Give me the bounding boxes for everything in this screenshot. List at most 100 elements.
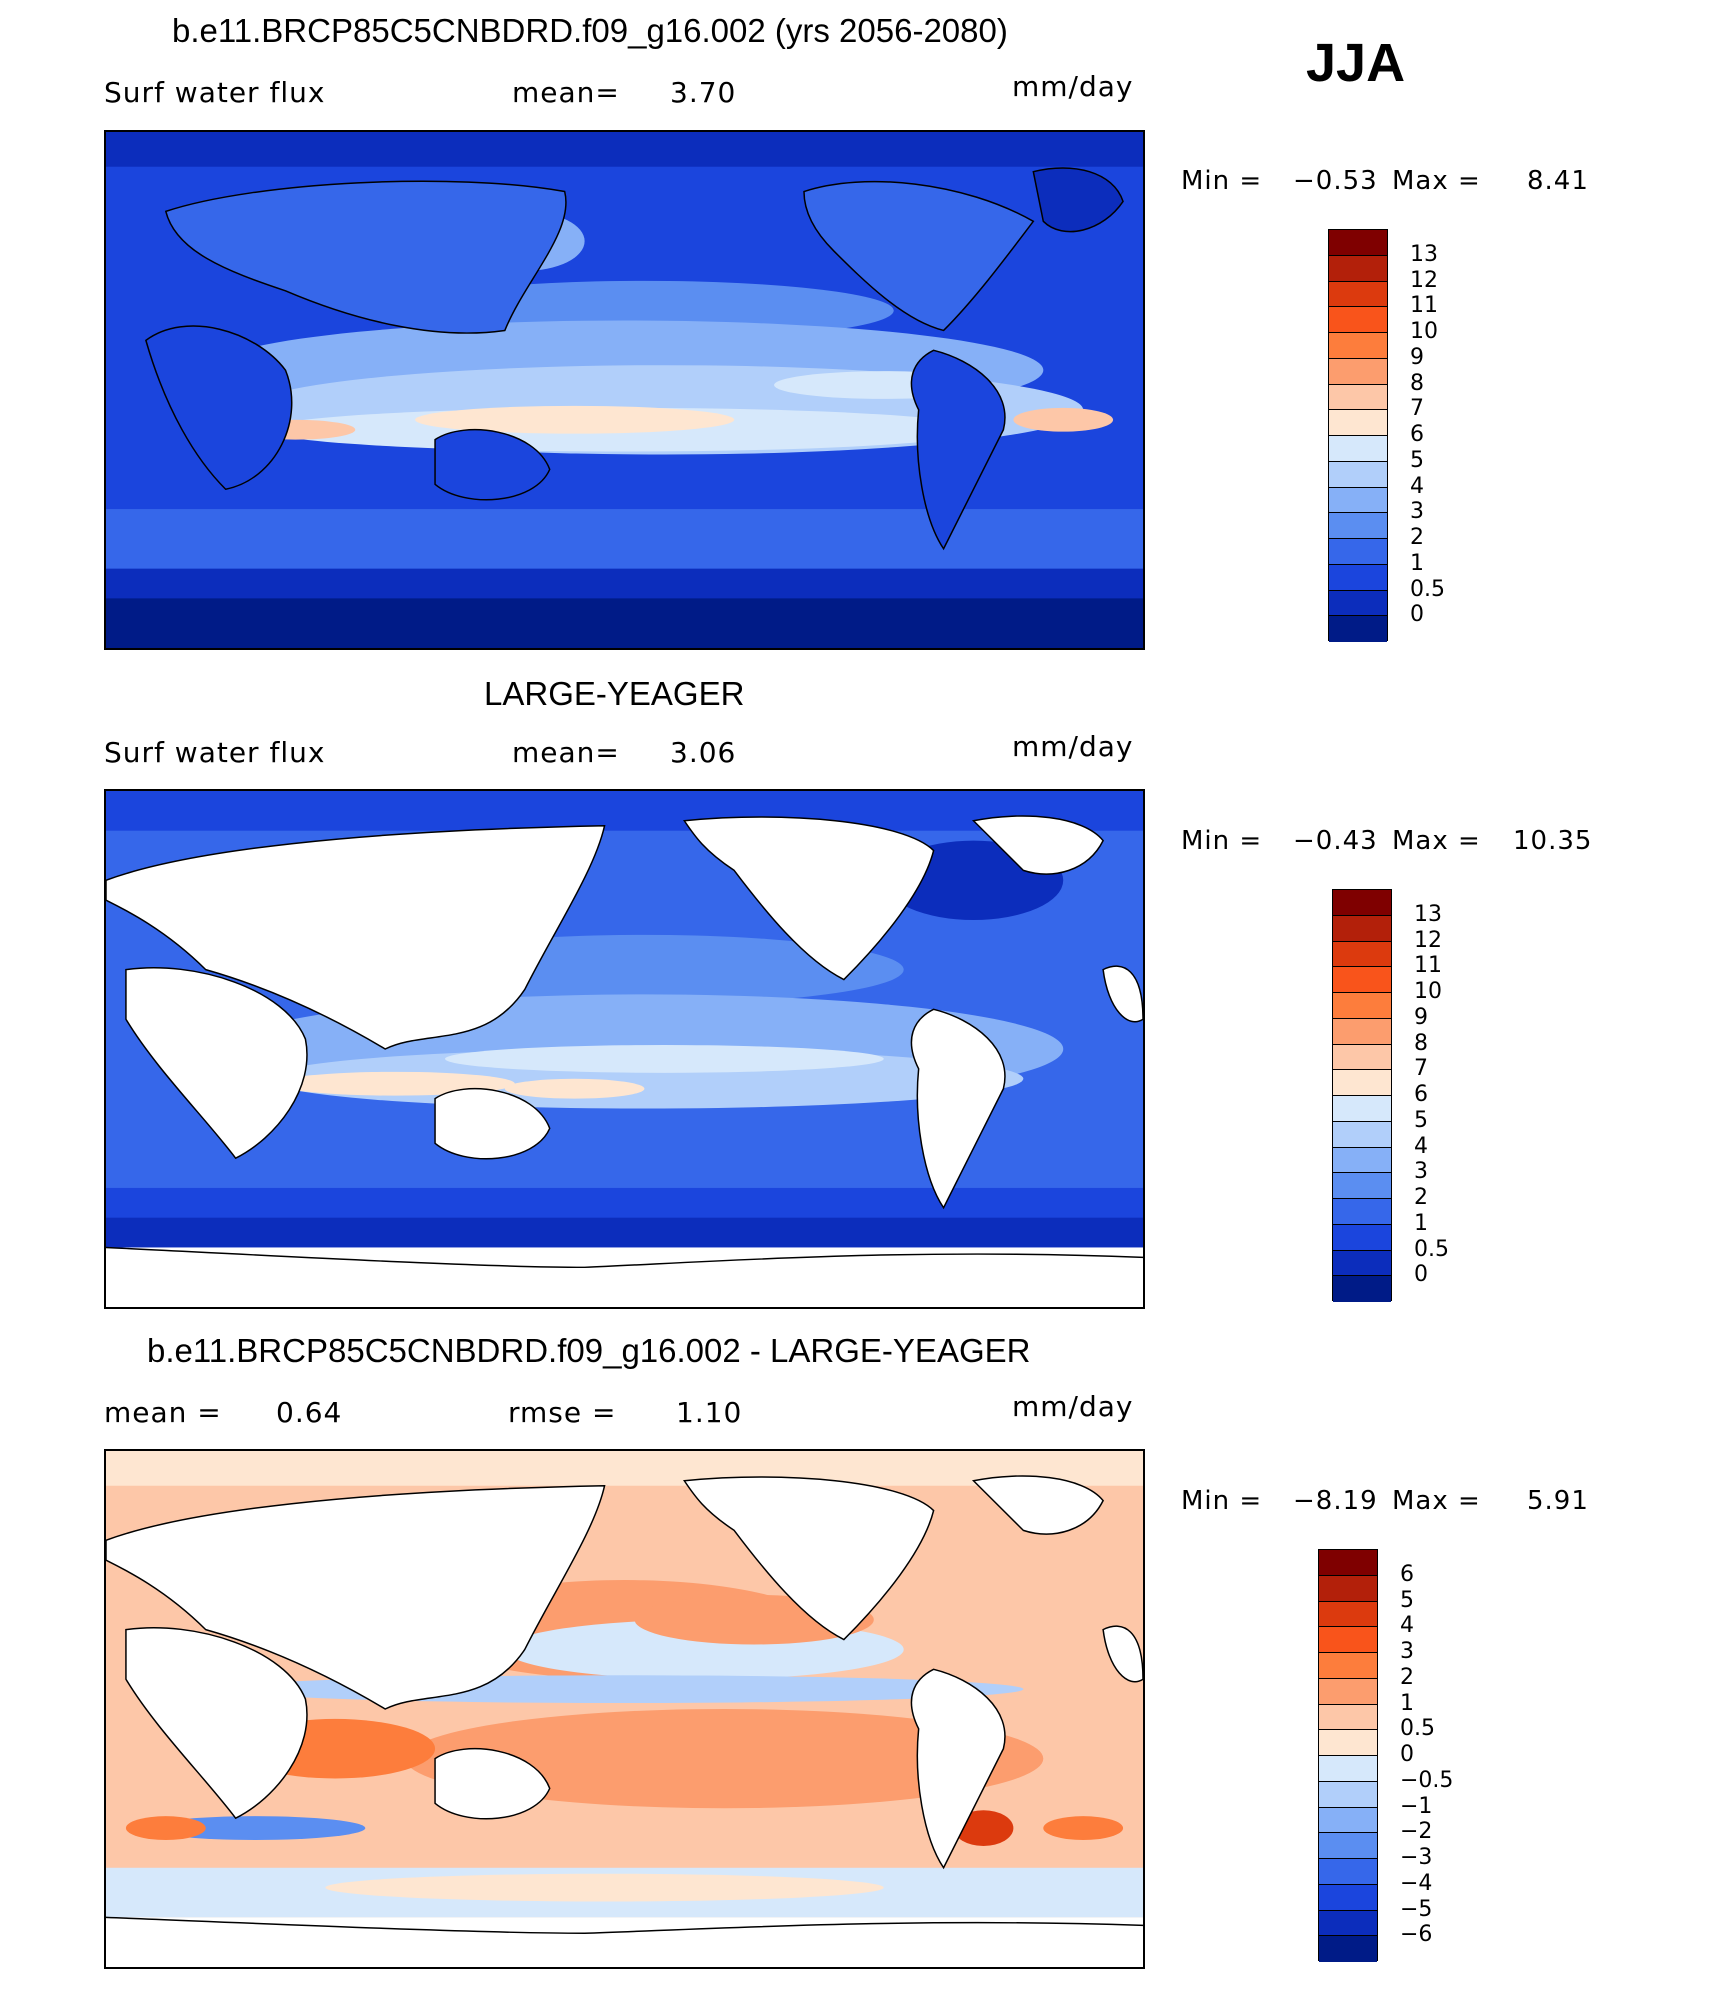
panel-2-title: LARGE-YEAGER: [484, 675, 745, 712]
panel-2-colorbar: 13 12 11 10 9 8 7 6 5 4 3 2 1 0.5 0: [1332, 889, 1449, 1302]
panel-1-min-value: −0.53: [1293, 166, 1378, 196]
colorbar-swatch: [1333, 1070, 1391, 1096]
colorbar-tick-label: −3: [1400, 1845, 1433, 1870]
colorbar-swatch: [1333, 967, 1391, 993]
panel-2-map-canvas: [106, 791, 1143, 1307]
colorbar-tick-label: 5: [1400, 1587, 1414, 1613]
colorbar-tick-label: 5: [1414, 1107, 1428, 1133]
panel-2-max-value: 10.35: [1513, 826, 1593, 856]
colorbar-swatch: [1319, 1807, 1377, 1834]
colorbar-tick-label: −2: [1400, 1819, 1433, 1845]
colorbar-tick-label: −4: [1400, 1870, 1433, 1896]
colorbar-swatch: [1319, 1884, 1377, 1911]
colorbar-tick-label: −0.5: [1400, 1767, 1454, 1793]
colorbar-tick-label: 9: [1414, 1004, 1428, 1030]
colorbar-tick-label: 0.5: [1414, 1236, 1449, 1262]
colorbar-tick-label: 13: [1410, 241, 1438, 267]
panel-2-mean-value: 3.06: [670, 736, 737, 769]
colorbar-swatch: [1329, 230, 1387, 256]
colorbar-tick-label: 7: [1414, 1056, 1428, 1082]
colorbar-tick-label: 10: [1410, 319, 1438, 344]
panel-2-min-label: Min =: [1181, 826, 1263, 856]
colorbar-tick-label: 12: [1410, 267, 1438, 293]
colorbar-swatch: [1333, 1276, 1391, 1302]
colorbar-swatch: [1329, 539, 1387, 565]
panel-1-min-label: Min =: [1181, 166, 1263, 196]
colorbar-tick-label: 8: [1410, 370, 1424, 396]
colorbar-swatches: [1328, 229, 1388, 642]
panel-2-max-label: Max =: [1392, 826, 1481, 856]
colorbar-tick-label: 11: [1410, 293, 1438, 319]
colorbar-swatch: [1329, 487, 1387, 514]
colorbar-swatch: [1333, 1147, 1391, 1174]
colorbar-swatch: [1319, 1678, 1377, 1705]
panel-1-max-label: Max =: [1392, 166, 1481, 196]
panel-1-mean-value: 3.70: [670, 76, 737, 109]
panel-3-min-value: −8.19: [1293, 1486, 1378, 1516]
panel-1-mean-label: mean=: [512, 76, 620, 109]
colorbar-swatch: [1333, 1250, 1391, 1277]
colorbar-tick-label: 0: [1414, 1262, 1428, 1288]
colorbar-swatch: [1319, 1910, 1377, 1937]
colorbar-tick-label: −6: [1400, 1922, 1433, 1948]
colorbar-tick-label: 4: [1400, 1613, 1414, 1639]
panel-1-map: [104, 130, 1145, 650]
colorbar-tick-label: 9: [1410, 344, 1424, 370]
colorbar-swatch: [1333, 1173, 1391, 1199]
panel-1-map-canvas: [106, 132, 1143, 648]
colorbar-tick-label: 2: [1414, 1185, 1428, 1210]
panel-2-mean-label: mean=: [512, 736, 620, 769]
panel-3-colorbar: 6 5 4 3 2 1 0.5 0 −0.5 −1 −2 −3 −4 −5 −6: [1318, 1549, 1453, 1962]
colorbar-swatch: [1329, 461, 1387, 488]
panel-3-max-label: Max =: [1392, 1486, 1481, 1516]
colorbar-swatch: [1333, 993, 1391, 1019]
colorbar-tick-label: 2: [1410, 525, 1424, 550]
panel-3-units: mm/day: [1012, 1390, 1134, 1423]
season-label: JJA: [1306, 33, 1406, 93]
colorbar-swatch: [1333, 1018, 1391, 1045]
panel-1-units: mm/day: [1012, 70, 1134, 103]
colorbar-tick-label: 3: [1414, 1159, 1428, 1185]
colorbar-swatch: [1319, 1730, 1377, 1756]
colorbar-tick-label: 6: [1400, 1561, 1414, 1587]
colorbar-swatch: [1319, 1627, 1377, 1653]
colorbar-tick-label: 7: [1410, 396, 1424, 422]
colorbar-swatch: [1333, 1121, 1391, 1148]
colorbar-tick-label: 10: [1414, 979, 1442, 1004]
colorbar-tick-label: 4: [1414, 1133, 1428, 1159]
colorbar-swatch: [1329, 384, 1387, 411]
colorbar-swatch: [1319, 1859, 1377, 1885]
colorbar-swatch: [1333, 941, 1391, 968]
colorbar-swatch: [1333, 1044, 1391, 1071]
colorbar-tick-label: 12: [1414, 927, 1442, 953]
colorbar-tick-label: −5: [1400, 1896, 1433, 1922]
panel-3-title: b.e11.BRCP85C5CNBDRD.f09_g16.002 - LARGE…: [147, 1332, 1031, 1369]
panel-3-min-label: Min =: [1181, 1486, 1263, 1516]
colorbar-swatch: [1329, 564, 1387, 591]
colorbar-tick-label: 0: [1400, 1742, 1414, 1767]
colorbar-swatch: [1329, 281, 1387, 308]
colorbar-tick-label: 4: [1410, 473, 1424, 499]
colorbar-tick-label: 0: [1410, 602, 1424, 628]
colorbar-swatch: [1333, 1199, 1391, 1225]
colorbar-swatch: [1319, 1833, 1377, 1859]
colorbar-tick-label: 11: [1414, 953, 1442, 979]
colorbar-tick-label: 0.5: [1410, 576, 1445, 602]
panel-1-title: b.e11.BRCP85C5CNBDRD.f09_g16.002 (yrs 20…: [172, 12, 1008, 49]
panel-3-mean-value: 0.64: [276, 1396, 343, 1429]
colorbar-tick-label: 2: [1400, 1664, 1414, 1690]
colorbar-swatch: [1319, 1575, 1377, 1602]
panel-3-rmse-label: rmse =: [508, 1396, 617, 1429]
colorbar-swatch: [1329, 255, 1387, 282]
colorbar-tick-label: 6: [1410, 422, 1424, 447]
colorbar-swatch: [1329, 307, 1387, 333]
panel-2-min-value: −0.43: [1293, 826, 1378, 856]
colorbar-swatch: [1319, 1781, 1377, 1808]
panel-1-max-value: 8.41: [1527, 166, 1589, 196]
colorbar-tick-label: 13: [1414, 901, 1442, 927]
colorbar-tick-label: 1: [1414, 1210, 1428, 1236]
colorbar-swatch: [1333, 890, 1391, 916]
colorbar-swatch: [1329, 436, 1387, 462]
colorbar-tick-label: −1: [1400, 1793, 1433, 1819]
colorbar-tick-label: 3: [1400, 1639, 1414, 1664]
